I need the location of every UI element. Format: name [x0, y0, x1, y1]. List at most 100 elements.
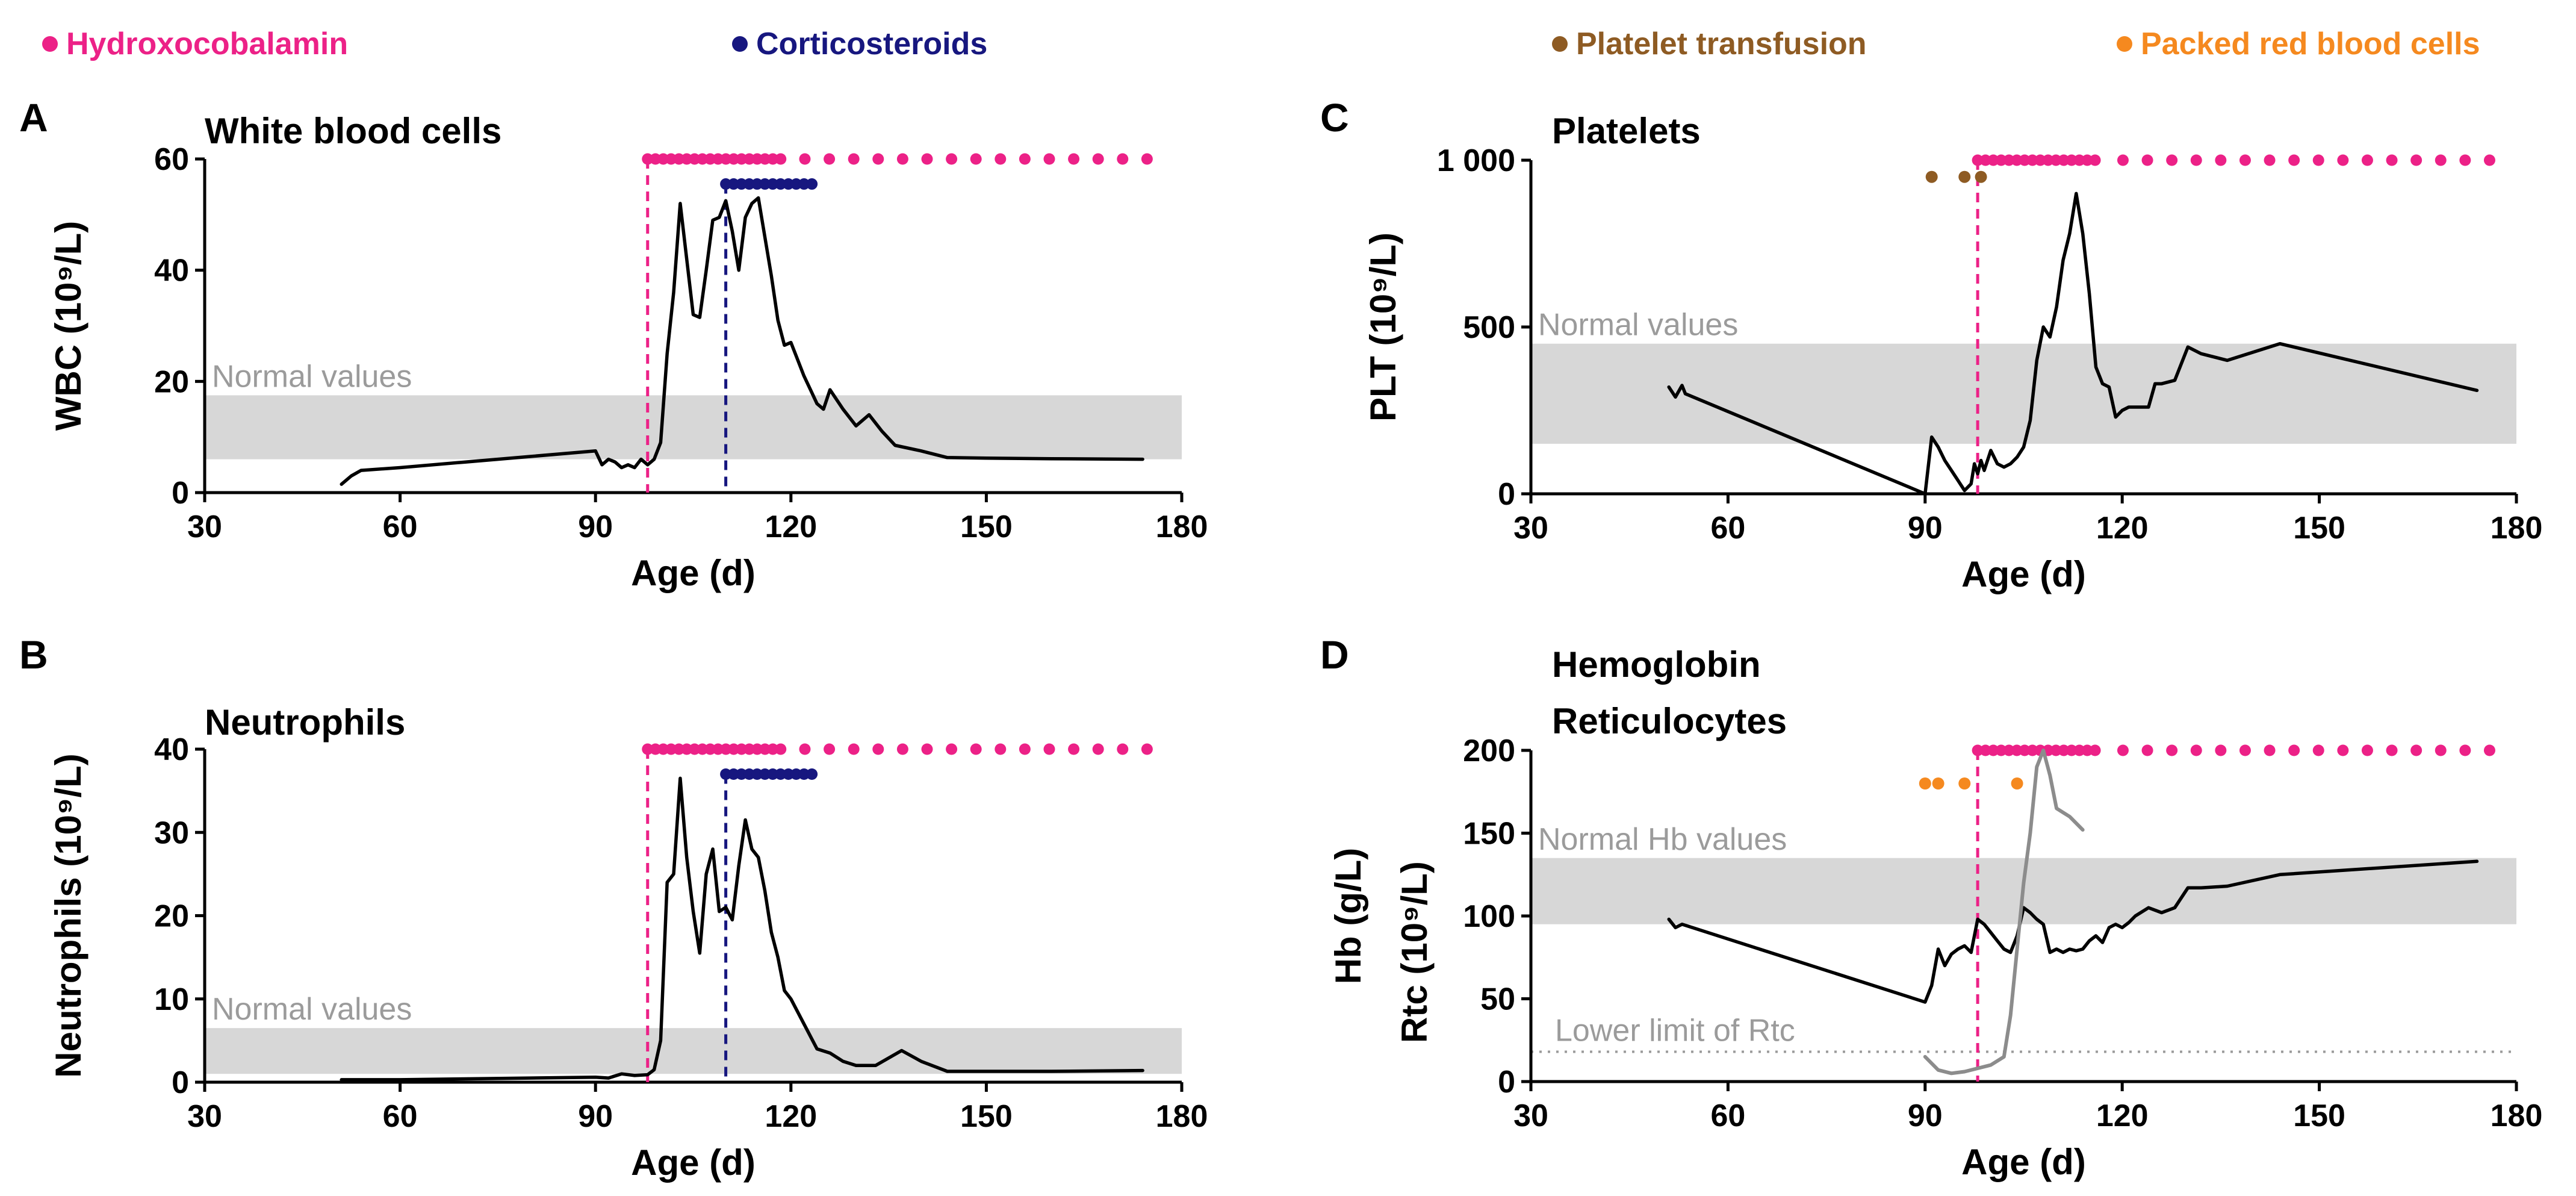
- hydroxocobalamin-marker: [2073, 744, 2085, 756]
- corticosteroids-marker: [767, 768, 779, 780]
- corticosteroids-marker: [775, 178, 787, 190]
- hydroxocobalamin-marker: [767, 743, 779, 755]
- series-line-neutrophils: [340, 776, 1144, 1082]
- corticosteroids-marker: [759, 178, 771, 190]
- hydroxocobalamin-marker: [2011, 744, 2023, 756]
- packed_rbc-marker: [2011, 777, 2023, 790]
- hydroxocobalamin-marker: [759, 743, 771, 755]
- x-tick-label: 60: [1710, 511, 1745, 546]
- hydroxocobalamin-marker: [2386, 744, 2398, 756]
- hydroxocobalamin-marker: [799, 153, 811, 165]
- legend-marker-platelet-transfusion: [1552, 36, 1568, 52]
- hydroxocobalamin-marker: [759, 153, 771, 165]
- hydroxocobalamin-marker: [697, 743, 709, 755]
- x-tick-label: 120: [765, 1099, 817, 1134]
- corticosteroids-marker: [798, 178, 810, 190]
- hydroxocobalamin-marker: [681, 153, 693, 165]
- x-axis-label: Age (d): [631, 553, 756, 593]
- hydroxocobalamin-marker: [720, 743, 732, 755]
- hydroxocobalamin-marker: [2215, 154, 2227, 166]
- y-tick-label: 500: [1463, 310, 1515, 345]
- hydroxocobalamin-marker: [2264, 744, 2276, 756]
- hydroxocobalamin-marker: [673, 153, 685, 165]
- corticosteroids-marker: [798, 768, 810, 780]
- hydroxocobalamin-marker: [1987, 744, 1999, 756]
- hydroxocobalamin-marker: [872, 743, 884, 755]
- hydroxocobalamin-marker: [2089, 154, 2101, 166]
- hydroxocobalamin-marker: [736, 743, 748, 755]
- x-tick-label: 120: [765, 509, 817, 544]
- hydroxocobalamin-marker: [650, 153, 662, 165]
- x-tick-label: 30: [187, 1099, 222, 1134]
- panel-a: Normal values 30 60 90 120 150 180 0 20 40 60 Age (…: [19, 95, 1208, 593]
- y-tick-label: 1 000: [1437, 143, 1515, 178]
- y-tick-label: 20: [154, 364, 189, 399]
- hydroxocobalamin-marker: [1979, 154, 1991, 166]
- hydroxocobalamin-marker: [1995, 154, 2007, 166]
- hydroxocobalamin-marker: [1019, 153, 1031, 165]
- hydroxocobalamin-marker: [751, 153, 763, 165]
- series-line-plt: [1667, 192, 2479, 496]
- hydroxocobalamin-marker: [2117, 154, 2129, 166]
- hydroxocobalamin-marker: [848, 743, 860, 755]
- x-tick-label: 180: [1156, 1099, 1208, 1134]
- y-tick-label: 40: [154, 732, 189, 767]
- hydroxocobalamin-marker: [642, 153, 654, 165]
- hydroxocobalamin-marker: [2141, 744, 2153, 756]
- hydroxocobalamin-marker: [704, 153, 716, 165]
- legend-marker-corticosteroids: [732, 36, 748, 52]
- packed_rbc-marker: [1958, 777, 1971, 790]
- hydroxocobalamin-marker: [2459, 154, 2471, 166]
- y-tick-label: 0: [172, 476, 189, 511]
- hydroxocobalamin-marker: [2215, 744, 2227, 756]
- hydroxocobalamin-marker: [2361, 154, 2373, 166]
- panel-title: Platelets: [1552, 111, 1701, 151]
- hydroxocobalamin-marker: [2288, 154, 2300, 166]
- hydroxocobalamin-marker: [1092, 153, 1104, 165]
- x-tick-label: 150: [2293, 1098, 2345, 1133]
- hydroxocobalamin-marker: [689, 153, 701, 165]
- x-axis-label: Age (d): [1961, 1142, 2086, 1182]
- legend-item-packed-rbc: Packed red blood cells: [2117, 23, 2480, 65]
- hydroxocobalamin-marker: [657, 153, 669, 165]
- hydroxocobalamin-marker: [657, 743, 669, 755]
- hydroxocobalamin-marker: [1043, 743, 1055, 755]
- x-tick-label: 150: [2293, 511, 2345, 546]
- hydroxocobalamin-marker: [665, 743, 677, 755]
- corticosteroids-marker: [790, 178, 802, 190]
- hydroxocobalamin-marker: [2058, 154, 2070, 166]
- hydroxocobalamin-marker: [970, 743, 982, 755]
- corticosteroids-marker: [806, 178, 818, 190]
- hydroxocobalamin-marker: [2089, 744, 2101, 756]
- platelet_transfusion-marker: [1925, 170, 1938, 183]
- platelet_transfusion-marker: [1958, 170, 1971, 183]
- corticosteroids-marker: [751, 768, 763, 780]
- panel-title: White blood cells: [205, 111, 501, 151]
- hydroxocobalamin-marker: [848, 153, 860, 165]
- legend-label-packed-rbc: Packed red blood cells: [2141, 26, 2480, 61]
- packed_rbc-marker: [1919, 777, 1931, 790]
- hydroxocobalamin-marker: [704, 743, 716, 755]
- x-tick-label: 60: [1710, 1098, 1745, 1133]
- hydroxocobalamin-marker: [728, 743, 740, 755]
- hydroxocobalamin-marker: [1995, 744, 2007, 756]
- series-line-rtc: [1923, 749, 2085, 1076]
- x-tick-label: 30: [1513, 1098, 1548, 1133]
- x-tick-label: 30: [1513, 511, 1548, 546]
- x-tick-label: 90: [578, 1099, 613, 1134]
- hydroxocobalamin-marker: [1972, 154, 1984, 166]
- hydroxocobalamin-marker: [650, 743, 662, 755]
- hydroxocobalamin-marker: [2337, 154, 2349, 166]
- hydroxocobalamin-marker: [2337, 744, 2349, 756]
- legend-marker-hydroxocobalamin: [42, 36, 58, 52]
- hydroxocobalamin-marker: [689, 743, 701, 755]
- hydroxocobalamin-marker: [921, 743, 933, 755]
- legend-item-hydroxocobalamin: Hydroxocobalamin: [42, 23, 348, 65]
- x-tick-label: 90: [1908, 511, 1943, 546]
- panel-subtitle: Reticulocytes: [1552, 701, 1787, 741]
- hydroxocobalamin-marker: [799, 743, 811, 755]
- x-tick-label: 180: [1156, 509, 1208, 544]
- hydroxocobalamin-marker: [2026, 744, 2038, 756]
- x-tick-label: 120: [2096, 511, 2149, 546]
- platelet_transfusion-marker: [1975, 170, 1987, 183]
